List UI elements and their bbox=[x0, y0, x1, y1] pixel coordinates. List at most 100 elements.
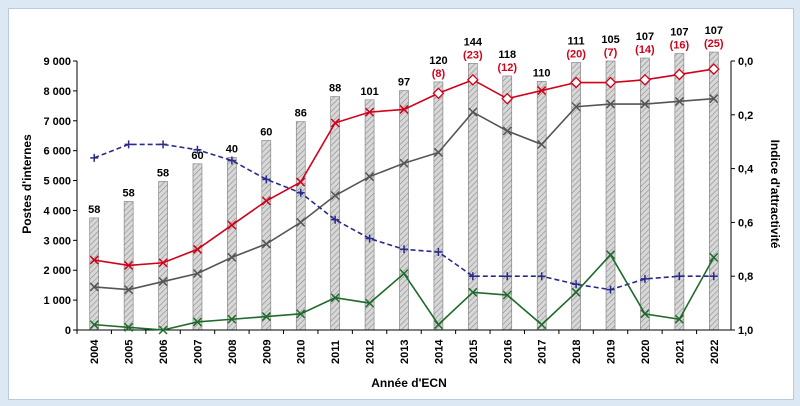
series-point bbox=[90, 153, 99, 162]
series-point bbox=[227, 252, 237, 262]
x-tick-label: 2014 bbox=[433, 339, 445, 364]
series-point bbox=[433, 320, 443, 330]
bar-sublabel: (25) bbox=[704, 38, 724, 50]
series-point bbox=[675, 272, 684, 281]
x-tick-label: 2007 bbox=[192, 340, 204, 364]
lines-layer bbox=[89, 63, 720, 335]
series-point bbox=[193, 145, 202, 154]
series-point bbox=[296, 188, 305, 197]
series-point bbox=[537, 86, 547, 96]
bar bbox=[640, 57, 650, 331]
series-point bbox=[192, 317, 203, 327]
series-point bbox=[503, 272, 512, 281]
bar-value-label: 88 bbox=[329, 83, 341, 95]
bar-value-label: 97 bbox=[398, 77, 410, 89]
bar-value-label: 58 bbox=[88, 204, 100, 216]
bar bbox=[708, 51, 719, 331]
series-point bbox=[640, 274, 649, 283]
bar-sublabel: (20) bbox=[566, 48, 586, 60]
series-point bbox=[365, 172, 375, 182]
x-tick-label: 2013 bbox=[399, 340, 411, 364]
right-tick-label: 0,6 bbox=[738, 217, 753, 229]
series-point bbox=[227, 156, 236, 165]
series-point bbox=[709, 252, 719, 262]
chart-svg: 0 1 000 2 000 3 000 4 000 5 000 6 000 7 000 8 00… bbox=[20, 25, 782, 390]
bar-value-label: 60 bbox=[191, 150, 203, 162]
series-point bbox=[330, 293, 340, 303]
x-tick-label: 2021 bbox=[674, 340, 686, 364]
series-point bbox=[124, 140, 133, 149]
series-point bbox=[466, 73, 479, 86]
bar-value-label: 144 bbox=[464, 36, 483, 48]
left-tick-label: 8 000 bbox=[43, 86, 71, 98]
series-point bbox=[227, 314, 237, 324]
x-tick-label: 2016 bbox=[502, 340, 514, 364]
left-tick-label: 9 000 bbox=[43, 56, 71, 68]
bar bbox=[261, 140, 272, 331]
x-tick-label: 2018 bbox=[571, 340, 583, 364]
series-point bbox=[158, 325, 168, 335]
series-point bbox=[673, 68, 686, 81]
series-point bbox=[227, 220, 237, 230]
bar-sublabel: (23) bbox=[463, 49, 483, 61]
series-point bbox=[640, 309, 650, 319]
series-point bbox=[192, 244, 203, 254]
bar bbox=[227, 157, 237, 331]
x-tick-label: 2020 bbox=[640, 340, 652, 364]
bar-value-label: 110 bbox=[533, 67, 551, 79]
bars-layer bbox=[89, 51, 719, 331]
series-point bbox=[296, 217, 306, 227]
chart-frame: 0 1 000 2 000 3 000 4 000 5 000 6 000 7 000 8 00… bbox=[8, 8, 794, 400]
series-point bbox=[468, 287, 478, 297]
series-point bbox=[537, 272, 546, 281]
series-point bbox=[674, 96, 684, 106]
bar-value-label: 40 bbox=[226, 144, 238, 156]
bar-sublabel: (7) bbox=[604, 47, 618, 59]
series-point bbox=[640, 99, 650, 109]
x-tick-label: 2006 bbox=[158, 340, 170, 364]
series-point bbox=[261, 196, 271, 206]
series-point bbox=[89, 282, 99, 292]
right-tick-label: 0,0 bbox=[738, 56, 753, 68]
series-point bbox=[432, 87, 445, 100]
series-point bbox=[502, 290, 512, 300]
x-tick-label: 2010 bbox=[296, 340, 308, 364]
x-tick-label: 2005 bbox=[124, 340, 136, 364]
bar bbox=[433, 81, 444, 331]
series-point bbox=[192, 268, 203, 279]
series-point bbox=[537, 139, 547, 149]
series-point bbox=[502, 126, 512, 136]
right-axis-title: Indice d'attractivité bbox=[768, 140, 782, 249]
bar-value-label: 86 bbox=[295, 108, 307, 120]
left-tick-label: 1 000 bbox=[43, 295, 71, 307]
series-point bbox=[124, 285, 134, 295]
series-point bbox=[89, 320, 99, 330]
series-point bbox=[399, 158, 409, 168]
series-point bbox=[399, 104, 409, 114]
left-tick-label: 7 000 bbox=[43, 116, 71, 128]
right-tick-label: 0,2 bbox=[738, 110, 753, 122]
series-point bbox=[400, 245, 408, 254]
left-tick-label: 5 000 bbox=[43, 176, 71, 188]
x-tick-label: 2011 bbox=[330, 340, 342, 364]
bar bbox=[158, 181, 168, 331]
series-point bbox=[89, 255, 99, 265]
series-point bbox=[572, 280, 581, 289]
right-tick-label: 0,8 bbox=[738, 271, 753, 283]
bar bbox=[364, 99, 375, 331]
series-point bbox=[674, 314, 684, 324]
series-point bbox=[537, 320, 547, 330]
bar bbox=[399, 90, 409, 331]
bar-value-label: 120 bbox=[429, 55, 447, 67]
series-point bbox=[399, 268, 409, 279]
bar-value-label: 107 bbox=[636, 31, 654, 43]
series-point bbox=[605, 250, 616, 260]
x-tick-label: 2015 bbox=[468, 340, 480, 364]
series-point bbox=[296, 309, 306, 319]
bar-sublabel: (12) bbox=[497, 62, 517, 74]
series-point bbox=[605, 99, 616, 109]
series-point bbox=[709, 272, 718, 281]
axes-layer: 0 1 000 2 000 3 000 4 000 5 000 6 000 7 000 8 00… bbox=[43, 56, 754, 364]
bar-value-label: 60 bbox=[260, 127, 272, 139]
